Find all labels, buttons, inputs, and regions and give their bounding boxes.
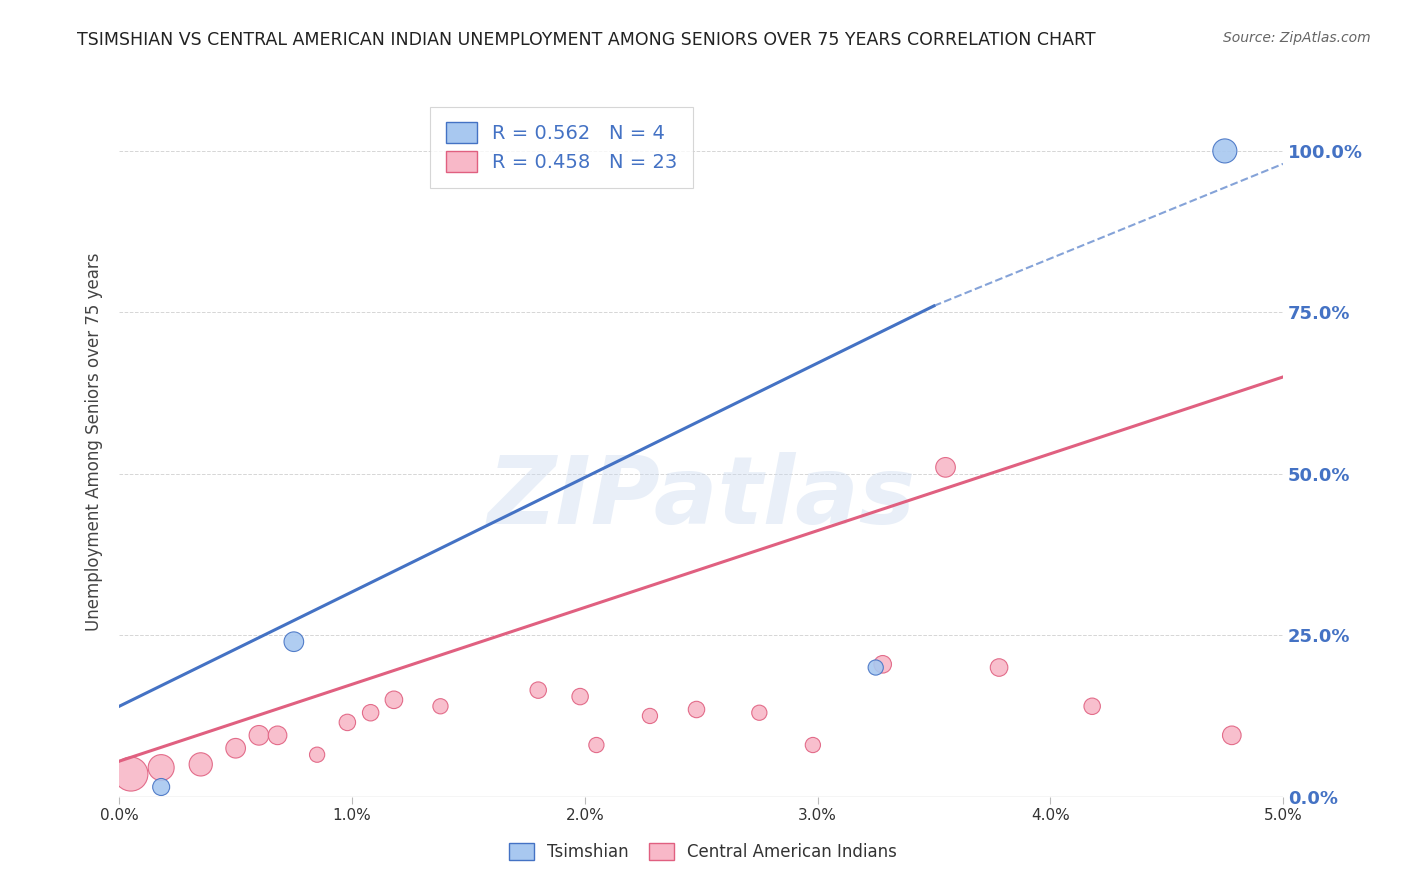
Legend: Tsimshian, Central American Indians: Tsimshian, Central American Indians xyxy=(502,836,904,868)
Point xyxy=(988,660,1011,674)
Text: ZIPatlas: ZIPatlas xyxy=(486,452,915,544)
Point xyxy=(865,660,887,674)
Point xyxy=(1081,699,1104,714)
Point xyxy=(872,657,894,672)
Point xyxy=(585,738,607,752)
Point xyxy=(120,767,142,781)
Point xyxy=(382,693,405,707)
Y-axis label: Unemployment Among Seniors over 75 years: Unemployment Among Seniors over 75 years xyxy=(86,252,103,631)
Point xyxy=(527,683,550,698)
Point xyxy=(748,706,770,720)
Text: TSIMSHIAN VS CENTRAL AMERICAN INDIAN UNEMPLOYMENT AMONG SENIORS OVER 75 YEARS CO: TSIMSHIAN VS CENTRAL AMERICAN INDIAN UNE… xyxy=(77,31,1095,49)
Legend: R = 0.562   N = 4, R = 0.458   N = 23: R = 0.562 N = 4, R = 0.458 N = 23 xyxy=(430,107,693,188)
Point xyxy=(429,699,451,714)
Point xyxy=(336,715,359,730)
Point xyxy=(150,780,173,794)
Point xyxy=(247,728,270,742)
Point xyxy=(685,702,707,716)
Point xyxy=(569,690,592,704)
Point xyxy=(266,728,288,742)
Point xyxy=(225,741,247,756)
Point xyxy=(307,747,329,762)
Point xyxy=(283,634,305,648)
Point xyxy=(150,761,173,775)
Point xyxy=(360,706,382,720)
Text: Source: ZipAtlas.com: Source: ZipAtlas.com xyxy=(1223,31,1371,45)
Point xyxy=(934,460,956,475)
Point xyxy=(190,757,212,772)
Point xyxy=(1220,728,1243,742)
Point xyxy=(1213,144,1236,158)
Point xyxy=(638,709,661,723)
Point xyxy=(801,738,824,752)
